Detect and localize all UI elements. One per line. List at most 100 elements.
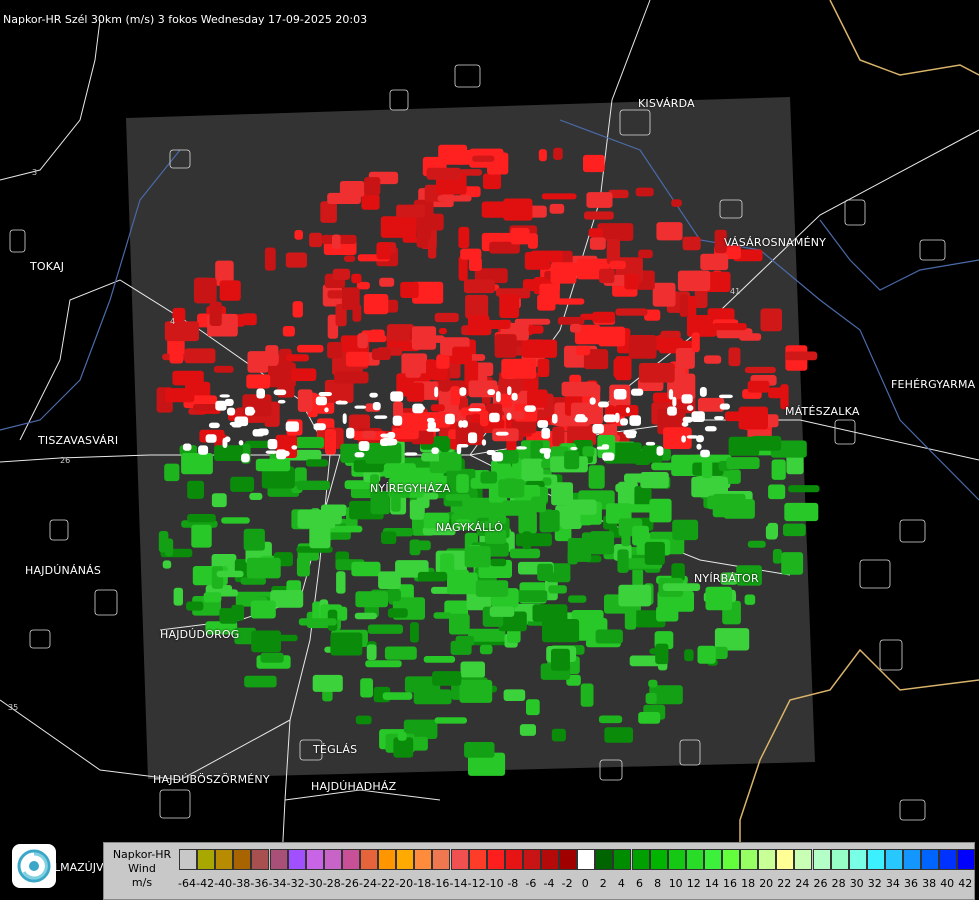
radar-echo <box>378 571 401 589</box>
radar-echo <box>252 429 265 437</box>
radar-echo <box>184 348 216 364</box>
radar-echo <box>342 413 347 424</box>
radar-echo <box>682 416 693 423</box>
radar-echo <box>164 463 180 482</box>
radar-echo <box>552 426 565 447</box>
radar-echo <box>224 398 234 406</box>
logo-text: LMAZÚJVÁR <box>54 861 118 874</box>
radar-echo <box>768 484 786 500</box>
radar-echo <box>318 392 332 397</box>
radar-echo <box>327 290 345 299</box>
legend-tick-label: -20 <box>395 877 414 890</box>
radar-echo <box>344 255 356 262</box>
legend-swatch <box>722 849 740 870</box>
radar-echo <box>460 248 482 260</box>
radar-echo <box>549 203 565 214</box>
radar-echo <box>426 417 435 423</box>
radar-echo <box>614 412 620 423</box>
radar-echo <box>397 731 407 741</box>
legend-swatch <box>468 849 487 870</box>
radar-echo <box>615 308 648 316</box>
radar-echo <box>668 389 674 400</box>
radar-echo <box>571 610 604 631</box>
radar-echo <box>372 402 381 411</box>
radar-echo <box>362 430 376 439</box>
radar-echo <box>374 415 388 419</box>
radar-echo <box>701 458 713 479</box>
radar-echo <box>382 692 413 700</box>
legend-swatch <box>577 849 596 870</box>
radar-echo <box>613 389 627 400</box>
radar-echo <box>452 346 472 365</box>
legend-tick-label: 36 <box>904 877 918 890</box>
radar-echo <box>238 440 244 446</box>
radar-echo <box>671 563 685 581</box>
radar-echo <box>296 480 330 490</box>
legend-swatch <box>613 849 632 870</box>
legend-tick-label: -36 <box>250 877 269 890</box>
radar-echo <box>541 427 551 439</box>
radar-echo <box>598 401 609 408</box>
legend-tick-label: 6 <box>636 877 643 890</box>
radar-echo <box>344 480 371 490</box>
legend-swatch <box>595 849 614 870</box>
legend-tick-label: 28 <box>831 877 846 890</box>
radar-echo <box>475 580 509 597</box>
radar-echo <box>315 396 327 406</box>
road-number-4: 4 <box>170 317 175 326</box>
radar-echo <box>481 439 487 446</box>
radar-echo <box>458 256 468 281</box>
radar-echo <box>589 397 596 405</box>
radar-echo <box>285 421 299 432</box>
radar-echo <box>412 281 444 304</box>
radar-echo <box>231 422 242 428</box>
radar-echo <box>194 277 217 304</box>
radar-echo <box>364 177 381 196</box>
radar-echo <box>365 660 402 668</box>
radar-echo <box>354 452 365 458</box>
legend-tick-label: 18 <box>741 877 756 890</box>
radar-echo <box>438 328 447 335</box>
radar-echo <box>327 342 343 359</box>
legend-source: Napkor-HR <box>112 848 172 861</box>
city-label-kisvarda: KISVÁRDA <box>638 97 695 110</box>
radar-echo <box>615 483 635 493</box>
radar-echo <box>444 413 455 425</box>
legend-tick-label: 2 <box>599 877 607 890</box>
radar-echo <box>198 445 209 455</box>
radar-echo <box>434 312 459 323</box>
legend-swatch <box>921 849 940 870</box>
radar-echo <box>707 308 735 321</box>
radar-echo <box>538 149 547 162</box>
radar-echo <box>561 381 597 397</box>
radar-echo <box>599 268 615 284</box>
radar-echo <box>296 556 310 577</box>
radar-echo <box>434 386 439 398</box>
legend-swatch <box>323 849 342 870</box>
radar-echo <box>313 423 326 431</box>
legend-swatch <box>559 849 578 870</box>
radar-echo <box>557 316 585 325</box>
radar-echo <box>474 268 508 284</box>
radar-echo <box>570 323 581 333</box>
radar-echo <box>714 229 727 254</box>
radar-echo <box>724 411 748 422</box>
radar-echo <box>354 405 367 409</box>
brand-logo <box>12 844 56 888</box>
radar-echo <box>285 252 307 268</box>
radar-echo <box>337 400 343 405</box>
radar-echo <box>326 525 363 533</box>
radar-echo <box>230 476 255 492</box>
radar-echo <box>553 147 563 160</box>
radar-echo <box>209 301 222 326</box>
radar-echo <box>681 421 689 427</box>
radar-echo <box>712 323 747 331</box>
radar-echo <box>747 540 766 548</box>
radar-echo <box>456 474 469 493</box>
legend-tick-label: 12 <box>686 877 701 890</box>
legend-tick-label: -38 <box>232 877 251 890</box>
legend-tick-label: 16 <box>723 877 737 890</box>
legend-tick-label: -4 <box>543 877 555 890</box>
city-label-nagykallo: NAGYKÁLLÓ <box>436 521 504 534</box>
radar-echo <box>187 480 204 499</box>
